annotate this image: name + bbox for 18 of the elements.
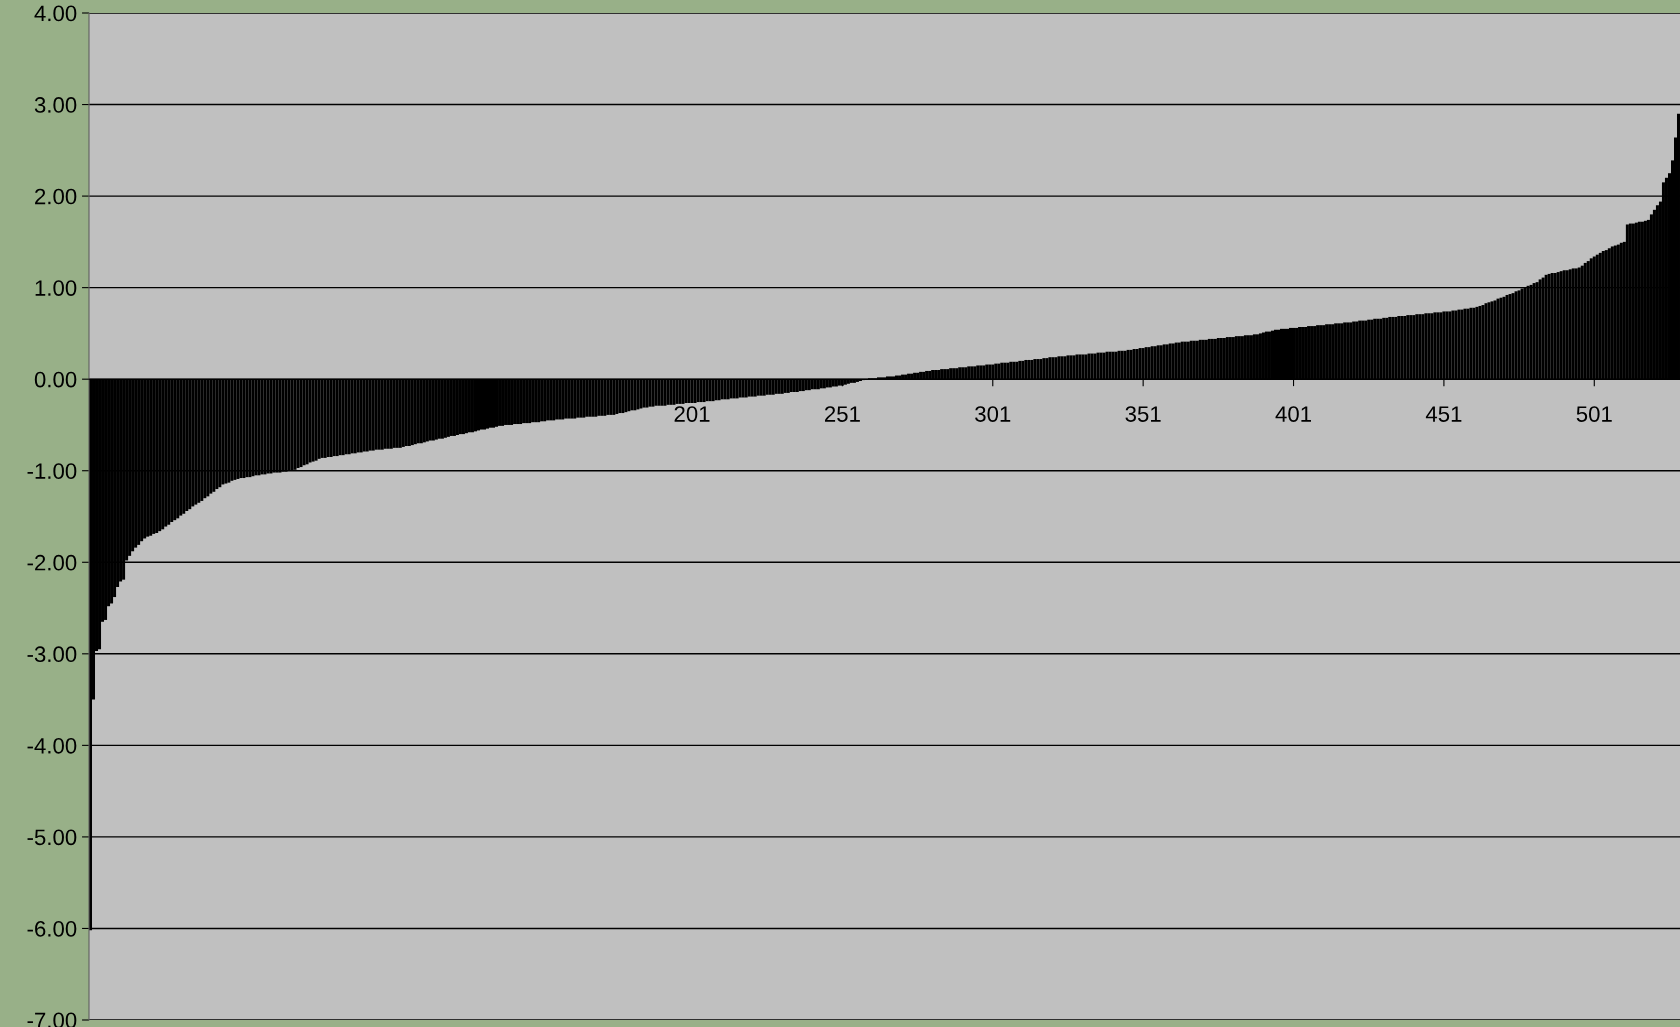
y-tick-label: 1.00 xyxy=(35,280,77,296)
x-tick-label: 201 xyxy=(674,406,710,422)
y-tick-label: -3.00 xyxy=(27,646,77,663)
y-tick-label: -6.00 xyxy=(27,920,77,937)
y-tick-label: -5.00 xyxy=(27,829,77,846)
y-tick-label: 3.00 xyxy=(34,97,77,113)
x-tick-label: 251 xyxy=(824,406,860,422)
y-tick-label: 2.00 xyxy=(35,188,77,205)
y-tick-label: 4.00 xyxy=(34,5,77,22)
y-tick-label: -2.00 xyxy=(27,554,77,571)
x-tick-label: 451 xyxy=(1425,406,1462,422)
y-tick-label: -1.00 xyxy=(27,463,77,479)
x-tick-label: 401 xyxy=(1275,406,1311,422)
y-tick-label: 0.00 xyxy=(34,371,77,388)
x-tick-label: 351 xyxy=(1125,406,1161,422)
x-tick-label: 301 xyxy=(975,406,1011,422)
y-tick-label: -4.00 xyxy=(27,737,77,754)
x-tick-label: 501 xyxy=(1576,406,1612,422)
